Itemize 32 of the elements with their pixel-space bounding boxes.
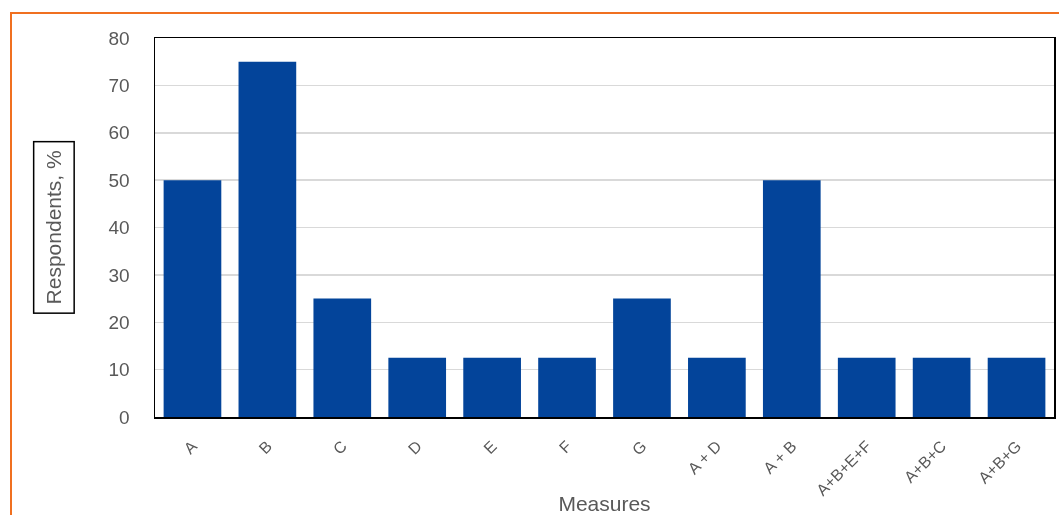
x-axis-title: Measures (558, 492, 651, 515)
bar (688, 357, 746, 417)
bar (388, 357, 447, 417)
y-tick-label: 70 (108, 75, 130, 97)
bar (837, 357, 896, 417)
x-tick-label: E (480, 437, 500, 458)
bar (762, 180, 821, 417)
bar (463, 357, 521, 417)
bar (987, 357, 1046, 417)
x-tick-label: C (329, 437, 351, 458)
y-tick-label: 40 (108, 217, 130, 239)
bar (313, 298, 372, 417)
x-tick-label: A (180, 437, 201, 458)
y-tick-label: 60 (108, 122, 130, 144)
bar (912, 357, 971, 417)
y-tick-label: 10 (108, 359, 130, 381)
x-tick-label: B (255, 437, 276, 458)
bar (238, 61, 297, 417)
x-tick-label: D (404, 437, 425, 458)
y-tick-label: 30 (108, 264, 130, 286)
x-tick-label: G (628, 437, 650, 459)
x-tick-label: A + B (760, 437, 800, 477)
y-tick-label: 80 (108, 27, 130, 49)
y-tick-label: 0 (119, 406, 130, 428)
bar (538, 357, 596, 417)
bar (613, 298, 671, 417)
bar (163, 180, 222, 417)
y-tick-label: 20 (108, 311, 130, 333)
y-tick-label: 50 (108, 169, 130, 191)
x-tick-label: A + D (684, 437, 725, 478)
x-tick-label: F (555, 437, 575, 457)
y-axis-title: Respondents, % (42, 150, 66, 305)
